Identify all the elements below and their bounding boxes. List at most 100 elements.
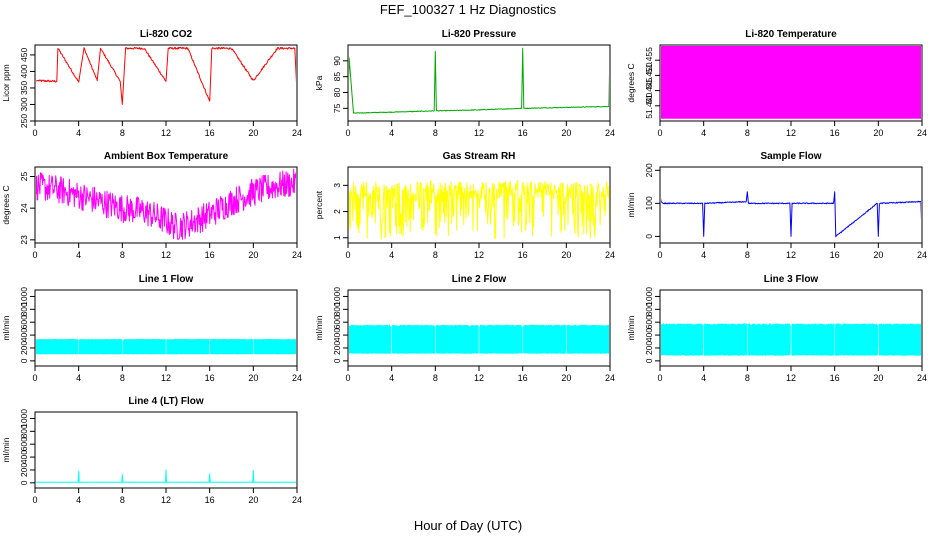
panel-8-x-tick-label: 24 — [605, 373, 615, 383]
panel-8-series-band — [349, 324, 609, 354]
panel-5-title: Gas Stream RH — [443, 151, 516, 162]
panel-4-x-tick-label: 12 — [161, 250, 171, 260]
panel-4-y-tick-label: 23 — [19, 235, 29, 245]
panel-10-x-tick-label: 16 — [205, 495, 215, 505]
panel-1-y-tick-label: 300 — [19, 97, 29, 111]
panel-3-y-tick-label: 51.455 — [644, 47, 654, 73]
panel-10-x-tick-label: 8 — [120, 495, 125, 505]
panel-6-x-tick-label: 0 — [657, 250, 662, 260]
panel-8-x-tick-label: 20 — [561, 373, 571, 383]
panel-1-y-tick-label: 250 — [19, 114, 29, 128]
panel-9-y-tick-label: 600 — [644, 315, 654, 329]
panel-4-y-label: degrees C — [1, 185, 11, 224]
panel-2-y-tick-label: 85 — [332, 72, 342, 82]
panel-4-x-tick-label: 4 — [76, 250, 81, 260]
panel-4-x-tick-label: 16 — [205, 250, 215, 260]
panel-1-x-tick-label: 8 — [120, 128, 125, 138]
panel-3-x-tick-label: 4 — [701, 128, 706, 138]
panel-2-x-tick-label: 4 — [389, 128, 394, 138]
figure-title: FEF_100327 1 Hz Diagnostics — [379, 2, 557, 17]
panel-1-title: Li-820 CO2 — [140, 29, 193, 40]
panel-5-series-line — [349, 180, 609, 240]
panel-6-y-tick-label: 0 — [644, 234, 654, 239]
panel-3-x-tick-label: 24 — [917, 128, 927, 138]
panel-7-title: Line 1 Flow — [139, 274, 194, 285]
panel-9-y-tick-label: 400 — [644, 328, 654, 342]
panel-7-y-tick-label: 0 — [19, 358, 29, 363]
panel-8-x-tick-label: 4 — [389, 373, 394, 383]
panel-2-y-tick-label: 90 — [332, 56, 342, 66]
panel-6-x-tick-label: 20 — [873, 250, 883, 260]
panel-4-y-tick-label: 24 — [19, 203, 29, 213]
panel-8-y-tick-label: 400 — [332, 328, 342, 342]
panel-7-x-tick-label: 12 — [161, 373, 171, 383]
panel-6-x-tick-label: 24 — [917, 250, 927, 260]
panel-6-y-label: ml/min — [626, 192, 636, 217]
panel-2-title: Li-820 Pressure — [442, 29, 517, 40]
panel-10-x-tick-label: 0 — [32, 495, 37, 505]
panel-3-x-tick-label: 16 — [830, 128, 840, 138]
panel-5-y-tick-label: 3 — [332, 183, 342, 188]
panel-5-x-tick-label: 24 — [605, 250, 615, 260]
panel-8-y-label: ml/min — [314, 315, 324, 340]
panel-4-x-tick-label: 8 — [120, 250, 125, 260]
panel-9-x-tick-label: 12 — [786, 373, 796, 383]
x-axis-label: Hour of Day (UTC) — [413, 518, 523, 533]
panel-3-y-tick-label: 51.445 — [644, 77, 654, 103]
panel-5-x-tick-label: 4 — [389, 250, 394, 260]
panel-9-x-tick-label: 16 — [830, 373, 840, 383]
panel-10-x-tick-label: 20 — [248, 495, 258, 505]
panel-2-y-label: kPa — [314, 75, 324, 90]
panel-1-x-tick-label: 20 — [248, 128, 258, 138]
panel-7-y-tick-label: 400 — [19, 328, 29, 342]
panel-9-x-tick-label: 4 — [701, 373, 706, 383]
panel-7-x-tick-label: 0 — [32, 373, 37, 383]
panel-2-x-tick-label: 16 — [518, 128, 528, 138]
panel-4-x-tick-label: 0 — [32, 250, 37, 260]
panel-9-x-tick-label: 0 — [657, 373, 662, 383]
panel-2-x-tick-label: 12 — [474, 128, 484, 138]
panel-7-y-label: ml/min — [1, 315, 11, 340]
panel-5-y-tick-label: 2 — [332, 209, 342, 214]
panel-5-x-tick-label: 16 — [518, 250, 528, 260]
panel-3-x-tick-label: 12 — [786, 128, 796, 138]
panel-7-x-tick-label: 4 — [76, 373, 81, 383]
panel-6-y-tick-label: 200 — [644, 163, 654, 177]
panel-7-series-band — [36, 339, 296, 355]
panel-8-title: Line 2 Flow — [452, 274, 507, 285]
panel-10-y-tick-label: 200 — [19, 463, 29, 477]
panel-8-y-tick-label: 800 — [332, 302, 342, 316]
panel-5-x-tick-label: 0 — [345, 250, 350, 260]
panel-5-x-tick-label: 12 — [474, 250, 484, 260]
panel-5-y-tick-label: 1 — [332, 235, 342, 240]
panel-2-x-tick-label: 0 — [345, 128, 350, 138]
panel-1-y-tick-label: 400 — [19, 64, 29, 78]
panel-10-y-tick-label: 400 — [19, 450, 29, 464]
panel-2-y-tick-label: 75 — [332, 103, 342, 113]
panel-9-x-tick-label: 24 — [917, 373, 927, 383]
panel-7-x-tick-label: 16 — [205, 373, 215, 383]
panel-3-x-tick-label: 20 — [873, 128, 883, 138]
panel-2-y-tick-label: 80 — [332, 88, 342, 98]
panel-6-y-tick-label: 100 — [644, 196, 654, 210]
panel-3-title: Li-820 Temperature — [745, 29, 837, 40]
panel-7-y-tick-label: 600 — [19, 315, 29, 329]
panel-1-frame — [34, 44, 298, 122]
panel-10-x-tick-label: 4 — [76, 495, 81, 505]
panel-8-x-tick-label: 16 — [518, 373, 528, 383]
panel-9-x-tick-label: 20 — [873, 373, 883, 383]
panel-10-y-tick-label: 1000 — [19, 409, 29, 428]
panel-6-x-tick-label: 12 — [786, 250, 796, 260]
panel-2-x-tick-label: 20 — [561, 128, 571, 138]
panel-9-title: Line 3 Flow — [764, 274, 819, 285]
panel-10-series-line — [36, 469, 296, 483]
panel-3-y-label: degrees C — [626, 63, 636, 102]
panel-1-x-tick-label: 12 — [161, 128, 171, 138]
panel-9-y-tick-label: 0 — [644, 358, 654, 363]
panel-10-y-label: ml/min — [1, 437, 11, 462]
panel-1-x-tick-label: 0 — [32, 128, 37, 138]
panel-3-series-area — [661, 46, 921, 119]
panel-10-y-tick-label: 0 — [19, 480, 29, 485]
panel-1-y-tick-label: 350 — [19, 81, 29, 95]
